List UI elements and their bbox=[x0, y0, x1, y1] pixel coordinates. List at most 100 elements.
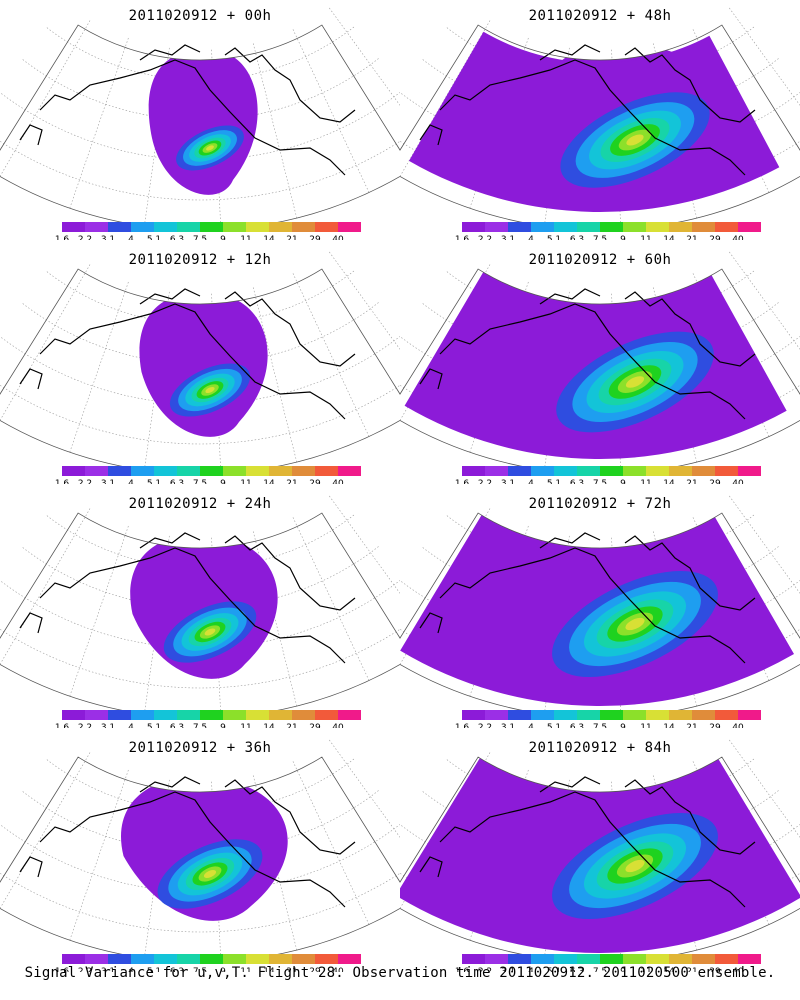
colorbar-label: 29 bbox=[309, 723, 321, 728]
colorbar-label: 5.1 bbox=[147, 723, 161, 728]
colorbar-label: 40 bbox=[332, 967, 344, 972]
variance-map: 1.6 2.2 3.1 4 5.1 6.3 7.5 9 11 14 21 29 40 bbox=[400, 495, 800, 728]
colorbar-label: 29 bbox=[309, 479, 321, 484]
colorbar-label: 4 bbox=[128, 235, 134, 240]
colorbar-label: 5.1 bbox=[147, 967, 161, 972]
variance-field bbox=[404, 272, 787, 459]
colorbar-label: 5.1 bbox=[147, 479, 161, 484]
colorbar-label: 14 bbox=[663, 967, 675, 972]
colorbar-label: 1.6 bbox=[55, 967, 70, 972]
coastlines bbox=[19, 532, 356, 664]
colorbar-label: 4 bbox=[128, 479, 134, 484]
colorbar-label: 7.5 bbox=[193, 479, 207, 484]
colorbar-label: 7.5 bbox=[593, 967, 607, 972]
colorbar-label: 11 bbox=[640, 479, 651, 484]
colorbar-labels: 1.6 2.2 3.1 4 5.1 6.3 7.5 9 11 14 21 29 40 bbox=[55, 235, 344, 240]
colorbar-label: 3.1 bbox=[501, 723, 515, 728]
colorbar-label: 3.1 bbox=[101, 723, 115, 728]
colorbar-label: 21 bbox=[286, 235, 297, 240]
variance-field bbox=[409, 31, 780, 212]
panel-title: 2011020912 + 24h bbox=[128, 496, 272, 512]
colorbar-label: 2.2 bbox=[478, 967, 492, 972]
colorbar-label: 40 bbox=[332, 723, 344, 728]
forecast-panel: 2011020912 + 48h 1.6 2.2 3.1 4 5.1 6.3 7.5 9 11 14… bbox=[400, 0, 800, 240]
colorbar-label: 5.1 bbox=[547, 479, 561, 484]
coastlines bbox=[19, 288, 356, 420]
colorbar-labels: 1.6 2.2 3.1 4 5.1 6.3 7.5 9 11 14 21 29 40 bbox=[455, 967, 744, 972]
colorbar-label: 6.3 bbox=[170, 235, 184, 240]
forecast-panel: 2011020912 + 72h 1.6 2.2 3.1 4 5.1 6.3 7.5 9 11 14… bbox=[400, 488, 800, 728]
forecast-panel: 2011020912 + 84h 1.6 2.2 3.1 4 5.1 6.3 7.5 9 11 14… bbox=[400, 732, 800, 972]
colorbar-label: 3.1 bbox=[101, 479, 115, 484]
colorbar bbox=[62, 954, 361, 964]
colorbar-label: 11 bbox=[240, 235, 251, 240]
colorbar bbox=[62, 222, 361, 232]
colorbar-label: 9 bbox=[620, 967, 626, 972]
variance-field bbox=[139, 292, 268, 437]
colorbar-label: 7.5 bbox=[193, 723, 207, 728]
colorbar-label: 6.3 bbox=[170, 479, 184, 484]
colorbar-label: 7.5 bbox=[593, 479, 607, 484]
colorbar-label: 14 bbox=[263, 967, 275, 972]
colorbar-label: 1.6 bbox=[55, 723, 70, 728]
variance-map: 1.6 2.2 3.1 4 5.1 6.3 7.5 9 11 14 21 29 40 bbox=[400, 739, 800, 972]
variance-field bbox=[400, 757, 800, 953]
panel-title: 2011020912 + 48h bbox=[528, 8, 672, 24]
colorbar-label: 6.3 bbox=[570, 967, 584, 972]
colorbar-label: 40 bbox=[332, 235, 344, 240]
colorbar-label: 3.1 bbox=[101, 967, 115, 972]
panel-title: 2011020912 + 00h bbox=[128, 8, 272, 24]
colorbar-label: 40 bbox=[732, 479, 744, 484]
colorbar-label: 2.2 bbox=[78, 967, 92, 972]
variance-map: 1.6 2.2 3.1 4 5.1 6.3 7.5 9 11 14 21 29 40 bbox=[400, 251, 800, 484]
colorbar bbox=[462, 710, 761, 720]
colorbar-label: 11 bbox=[240, 723, 251, 728]
colorbar-label: 14 bbox=[263, 723, 275, 728]
colorbar-label: 14 bbox=[263, 479, 275, 484]
variance-map: 1.6 2.2 3.1 4 5.1 6.3 7.5 9 11 14 21 29 40 bbox=[0, 251, 400, 484]
colorbar-label: 6.3 bbox=[170, 967, 184, 972]
colorbar-label: 2.2 bbox=[478, 235, 492, 240]
coastlines bbox=[419, 532, 756, 664]
panel-title: 2011020912 + 36h bbox=[128, 740, 272, 756]
colorbar-label: 1.6 bbox=[455, 235, 470, 240]
colorbar bbox=[462, 222, 761, 232]
colorbar-label: 29 bbox=[309, 235, 321, 240]
colorbar-labels: 1.6 2.2 3.1 4 5.1 6.3 7.5 9 11 14 21 29 40 bbox=[455, 479, 744, 484]
colorbar-label: 14 bbox=[663, 479, 675, 484]
colorbar-label: 9 bbox=[220, 723, 226, 728]
colorbar-label: 9 bbox=[620, 235, 626, 240]
colorbar-labels: 1.6 2.2 3.1 4 5.1 6.3 7.5 9 11 14 21 29 40 bbox=[455, 235, 744, 240]
colorbar-label: 9 bbox=[220, 967, 226, 972]
colorbar-label: 1.6 bbox=[455, 479, 470, 484]
coastlines bbox=[19, 44, 356, 176]
colorbar-label: 7.5 bbox=[593, 235, 607, 240]
colorbar-label: 9 bbox=[220, 235, 226, 240]
forecast-panel: 2011020912 + 24h 1.6 2.2 3.1 4 5.1 6.3 7.5 9 11 14… bbox=[0, 488, 400, 728]
colorbar bbox=[462, 954, 761, 964]
colorbar-label: 7.5 bbox=[193, 967, 207, 972]
colorbar-label: 21 bbox=[686, 479, 697, 484]
variance-field bbox=[148, 50, 258, 195]
colorbar-label: 9 bbox=[620, 479, 626, 484]
variance-map: 1.6 2.2 3.1 4 5.1 6.3 7.5 9 11 14 21 29 40 bbox=[0, 495, 400, 728]
colorbar-label: 11 bbox=[240, 479, 251, 484]
colorbar-label: 3.1 bbox=[101, 235, 115, 240]
colorbar-label: 3.1 bbox=[501, 479, 515, 484]
variance-field bbox=[121, 776, 288, 921]
colorbar-label: 29 bbox=[709, 235, 721, 240]
colorbar-label: 1.6 bbox=[455, 723, 470, 728]
colorbar-label: 4 bbox=[128, 967, 134, 972]
colorbar-label: 29 bbox=[709, 723, 721, 728]
coastlines bbox=[419, 776, 756, 908]
colorbar-label: 29 bbox=[709, 967, 721, 972]
coastlines bbox=[419, 288, 756, 420]
colorbar-label: 7.5 bbox=[193, 235, 207, 240]
colorbar-label: 21 bbox=[686, 967, 697, 972]
colorbar-label: 11 bbox=[640, 967, 651, 972]
colorbar-label: 40 bbox=[732, 723, 744, 728]
colorbar-label: 11 bbox=[640, 723, 651, 728]
colorbar-label: 14 bbox=[263, 235, 275, 240]
colorbar-label: 2.2 bbox=[78, 723, 92, 728]
colorbar-label: 14 bbox=[663, 235, 675, 240]
